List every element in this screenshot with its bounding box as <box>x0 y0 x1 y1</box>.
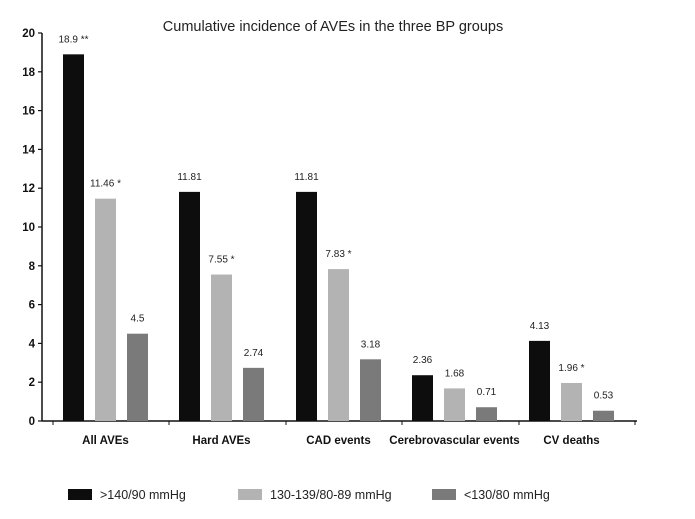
bar <box>179 191 200 421</box>
bar <box>243 367 264 421</box>
legend: >140/90 mmHg 130-139/80-89 mmHg <130/80 mm… <box>68 488 550 502</box>
legend-swatch <box>238 489 262 500</box>
legend-label: <130/80 mmHg <box>464 488 550 502</box>
data-label: 4.5 <box>131 314 145 325</box>
y-tick-label: 2 <box>29 377 35 389</box>
y-tick-label: 18 <box>22 67 35 79</box>
data-label: 11.81 <box>294 172 319 183</box>
x-category-label: All AVEs <box>82 435 129 447</box>
data-label: 3.18 <box>361 339 381 350</box>
bar <box>444 388 465 421</box>
data-label: 2.36 <box>413 355 433 366</box>
y-tick-label: 14 <box>22 144 35 156</box>
bar <box>476 407 497 421</box>
data-label: 7.83 * <box>325 249 351 260</box>
x-category-label: Hard AVEs <box>192 435 250 447</box>
x-category-label: CV deaths <box>543 435 599 447</box>
bar <box>561 382 582 421</box>
legend-label: 130-139/80-89 mmHg <box>270 488 392 502</box>
x-category-label: Cerebrovascular events <box>389 435 519 447</box>
chart-title: Cumulative incidence of AVEs in the thre… <box>163 19 503 35</box>
y-tick-label: 20 <box>22 28 35 40</box>
y-tick-label: 16 <box>22 106 35 118</box>
data-label: 18.9 ** <box>58 34 88 45</box>
data-labels: 18.9 ** 11.81 11.81 2.36 4.13 11.46 * 7.55 * 7.… <box>58 34 613 401</box>
bar <box>95 198 116 421</box>
bar <box>127 333 148 421</box>
bar <box>296 191 317 421</box>
y-tick-label: 6 <box>29 300 35 312</box>
data-label: 0.53 <box>594 391 614 402</box>
data-label: 2.74 <box>244 348 264 359</box>
bar <box>412 375 433 421</box>
bar <box>360 359 381 421</box>
y-tick-label: 10 <box>22 222 35 234</box>
y-tick-label: 8 <box>29 261 36 273</box>
y-tick-label: 4 <box>29 338 36 350</box>
bar <box>63 54 84 422</box>
bar <box>593 410 614 421</box>
y-tick-label: 12 <box>22 183 35 195</box>
bar <box>328 269 349 421</box>
data-label: 4.13 <box>530 321 550 332</box>
axes: 0 2 4 6 8 10 12 14 16 18 20 All AVEs Hard AVEs CAD ev… <box>22 28 637 447</box>
data-label: 7.55 * <box>208 255 234 266</box>
bar <box>211 274 232 421</box>
y-tick-label: 0 <box>29 416 35 428</box>
legend-label: >140/90 mmHg <box>100 488 186 502</box>
data-label: 0.71 <box>477 387 497 398</box>
data-label: 11.81 <box>177 172 202 183</box>
legend-swatch <box>68 489 92 500</box>
bars <box>63 54 614 422</box>
x-category-label: CAD events <box>306 435 371 447</box>
legend-swatch <box>432 489 456 500</box>
data-label: 1.96 * <box>558 363 584 374</box>
bar <box>529 340 550 421</box>
data-label: 11.46 * <box>90 179 121 190</box>
data-label: 1.68 <box>445 368 465 379</box>
